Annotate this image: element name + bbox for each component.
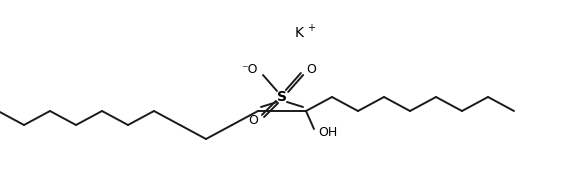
Text: S: S	[277, 90, 287, 104]
Text: K: K	[295, 26, 304, 40]
Text: O: O	[248, 115, 258, 127]
Text: +: +	[307, 23, 315, 33]
Text: OH: OH	[318, 127, 337, 139]
Text: ⁻O: ⁻O	[241, 63, 258, 75]
Text: O: O	[306, 63, 316, 75]
